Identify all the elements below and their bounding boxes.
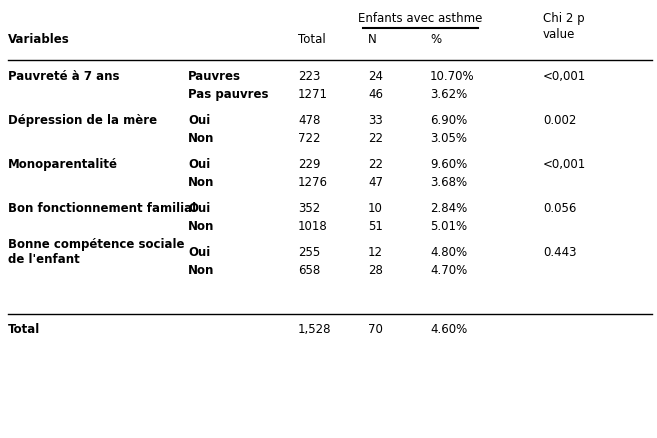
Text: Oui: Oui: [188, 202, 210, 215]
Text: 1271: 1271: [298, 88, 328, 101]
Text: 658: 658: [298, 264, 320, 277]
Text: Non: Non: [188, 220, 214, 233]
Text: Non: Non: [188, 264, 214, 277]
Text: 0.443: 0.443: [543, 246, 576, 259]
Text: 3.05%: 3.05%: [430, 132, 467, 145]
Text: 24: 24: [368, 70, 383, 83]
Text: 229: 229: [298, 158, 321, 171]
Text: 5.01%: 5.01%: [430, 220, 467, 233]
Text: Bon fonctionnement familial: Bon fonctionnement familial: [8, 202, 196, 215]
Text: 4.80%: 4.80%: [430, 246, 467, 259]
Text: 0.056: 0.056: [543, 202, 576, 215]
Text: 28: 28: [368, 264, 383, 277]
Text: Non: Non: [188, 176, 214, 189]
Text: Pas pauvres: Pas pauvres: [188, 88, 269, 101]
Text: 0.002: 0.002: [543, 114, 576, 127]
Text: 2.84%: 2.84%: [430, 202, 467, 215]
Text: 9.60%: 9.60%: [430, 158, 467, 171]
Text: Total: Total: [8, 323, 40, 336]
Text: Non: Non: [188, 132, 214, 145]
Text: 4.70%: 4.70%: [430, 264, 467, 277]
Text: 33: 33: [368, 114, 383, 127]
Text: <0,001: <0,001: [543, 158, 586, 171]
Text: 223: 223: [298, 70, 321, 83]
Text: 70: 70: [368, 323, 383, 336]
Text: 4.60%: 4.60%: [430, 323, 467, 336]
Text: Oui: Oui: [188, 114, 210, 127]
Text: Variables: Variables: [8, 33, 70, 46]
Text: Oui: Oui: [188, 246, 210, 259]
Text: N: N: [368, 33, 376, 46]
Text: 478: 478: [298, 114, 321, 127]
Text: Oui: Oui: [188, 158, 210, 171]
Text: Dépression de la mère: Dépression de la mère: [8, 114, 157, 127]
Text: 51: 51: [368, 220, 383, 233]
Text: Monoparentalité: Monoparentalité: [8, 158, 118, 171]
Text: 352: 352: [298, 202, 320, 215]
Text: Total: Total: [298, 33, 326, 46]
Text: Pauvres: Pauvres: [188, 70, 241, 83]
Text: 255: 255: [298, 246, 320, 259]
Text: Enfants avec asthme: Enfants avec asthme: [358, 12, 483, 25]
Text: 3.68%: 3.68%: [430, 176, 467, 189]
Text: 10.70%: 10.70%: [430, 70, 474, 83]
Text: 1276: 1276: [298, 176, 328, 189]
Text: 1,528: 1,528: [298, 323, 332, 336]
Text: 10: 10: [368, 202, 383, 215]
Text: 12: 12: [368, 246, 383, 259]
Text: 22: 22: [368, 158, 383, 171]
Text: 46: 46: [368, 88, 383, 101]
Text: Pauvreté à 7 ans: Pauvreté à 7 ans: [8, 70, 120, 83]
Text: Bonne compétence sociale
de l'enfant: Bonne compétence sociale de l'enfant: [8, 238, 185, 266]
Text: %: %: [430, 33, 441, 46]
Text: 722: 722: [298, 132, 321, 145]
Text: 47: 47: [368, 176, 383, 189]
Text: <0,001: <0,001: [543, 70, 586, 83]
Text: Chi 2 p
value: Chi 2 p value: [543, 12, 585, 41]
Text: 22: 22: [368, 132, 383, 145]
Text: 1018: 1018: [298, 220, 328, 233]
Text: 3.62%: 3.62%: [430, 88, 467, 101]
Text: 6.90%: 6.90%: [430, 114, 467, 127]
